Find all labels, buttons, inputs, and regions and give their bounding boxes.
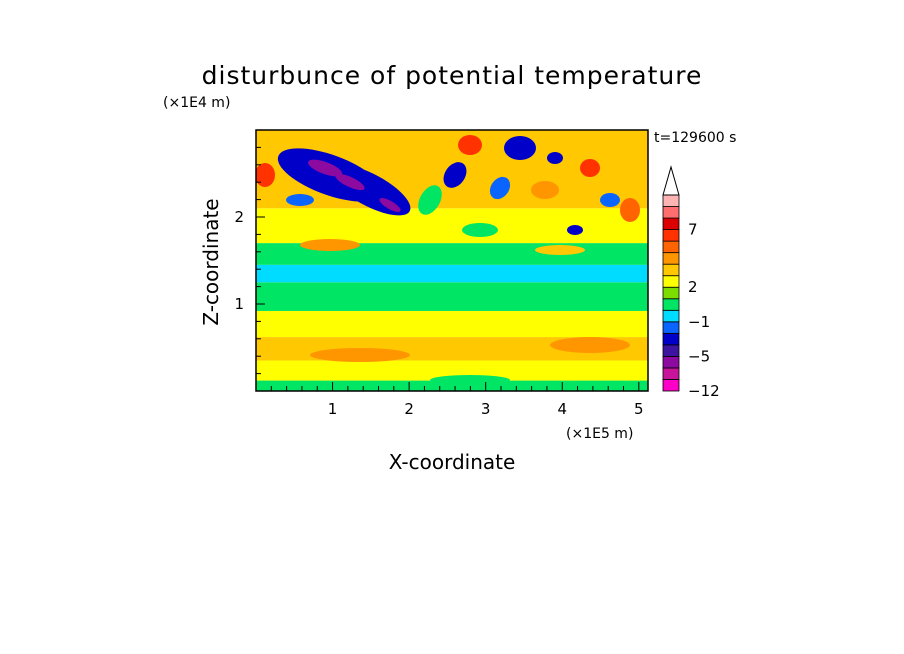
colorbar-level-10 <box>662 263 680 277</box>
contour-field <box>256 130 648 391</box>
field-structure-4 <box>379 198 401 212</box>
y-axis: 12 <box>234 146 265 375</box>
field-band-3 <box>256 310 648 338</box>
field-structure-24 <box>550 337 630 353</box>
colorbar-level-9 <box>662 275 680 288</box>
chart-title: disturbunce of potential temperature <box>202 61 703 90</box>
field-structure-23 <box>310 348 410 362</box>
field-structure-3 <box>335 173 365 191</box>
y-axis-label: Z-coordinate <box>199 198 223 325</box>
field-structure-10 <box>600 193 620 207</box>
time-label: t=129600 s <box>654 130 736 146</box>
field-structure-11 <box>458 135 482 155</box>
colorbar-level-12 <box>662 240 680 254</box>
colorbar-level-0 <box>662 379 680 392</box>
field-structure-5 <box>504 136 536 160</box>
x-axis-label: X-coordinate <box>389 450 516 474</box>
x-tick-label: 4 <box>557 400 567 418</box>
colorbar-level-4 <box>662 332 680 346</box>
field-structure-6 <box>547 152 563 164</box>
x-tick-label: 3 <box>481 400 491 418</box>
field-structure-21 <box>290 294 530 306</box>
colorbar-label: 2 <box>688 278 698 296</box>
x-tick-label: 1 <box>328 400 338 418</box>
field-structure-7 <box>443 162 467 188</box>
field-structure-9 <box>567 225 583 235</box>
x-tick-label: 5 <box>634 400 644 418</box>
colorbar-label: −1 <box>688 313 710 331</box>
field-band-7 <box>256 208 648 244</box>
field-structure-19 <box>300 239 360 251</box>
colorbar-label: −12 <box>688 382 720 400</box>
colorbar-level-7 <box>662 298 680 311</box>
y-tick-label: 2 <box>234 208 244 226</box>
colorbar-level-1 <box>662 367 680 380</box>
field-band-1 <box>256 360 648 381</box>
field-structure-16 <box>286 194 314 206</box>
colorbar <box>662 165 680 392</box>
field-structure-18 <box>462 223 498 237</box>
plot-frame <box>255 129 649 392</box>
x-axis: 1 2 3 4 5 <box>270 382 644 418</box>
y-unit-label: (×1E4 m) <box>163 95 230 111</box>
colorbar-level-13 <box>662 229 680 242</box>
colorbar-level-6 <box>662 309 680 323</box>
colorbar-level-14 <box>662 217 680 230</box>
colorbar-labels: 7 2 −1 −5 −12 <box>688 221 720 400</box>
colorbar-level-2 <box>662 356 680 369</box>
colorbar-label: −5 <box>688 347 710 365</box>
field-band-5 <box>256 264 648 283</box>
field-structure-8 <box>489 176 511 200</box>
colorbar-level-5 <box>662 321 680 334</box>
colorbar-level-3 <box>662 344 680 357</box>
colorbar-level-8 <box>662 286 680 300</box>
field-structure-14 <box>531 181 559 199</box>
field-band-0 <box>256 380 648 391</box>
field-structure-12 <box>580 159 600 177</box>
colorbar-level-11 <box>662 252 680 265</box>
field-structure-2 <box>307 159 343 177</box>
colorbar-level-15 <box>662 206 680 219</box>
field-structure-13 <box>620 198 640 222</box>
y-tick-label: 1 <box>234 295 244 313</box>
field-structure-15 <box>256 163 275 187</box>
field-structure-20 <box>535 245 585 255</box>
field-structures <box>256 135 640 385</box>
colorbar-top-triangle <box>662 165 680 196</box>
x-tick-label: 2 <box>404 400 414 418</box>
colorbar-label: 7 <box>688 221 698 239</box>
field-structure-22 <box>430 375 510 385</box>
field-structure-17 <box>418 185 442 215</box>
colorbar-level-16 <box>662 194 680 207</box>
x-unit-label: (×1E5 m) <box>566 426 633 442</box>
